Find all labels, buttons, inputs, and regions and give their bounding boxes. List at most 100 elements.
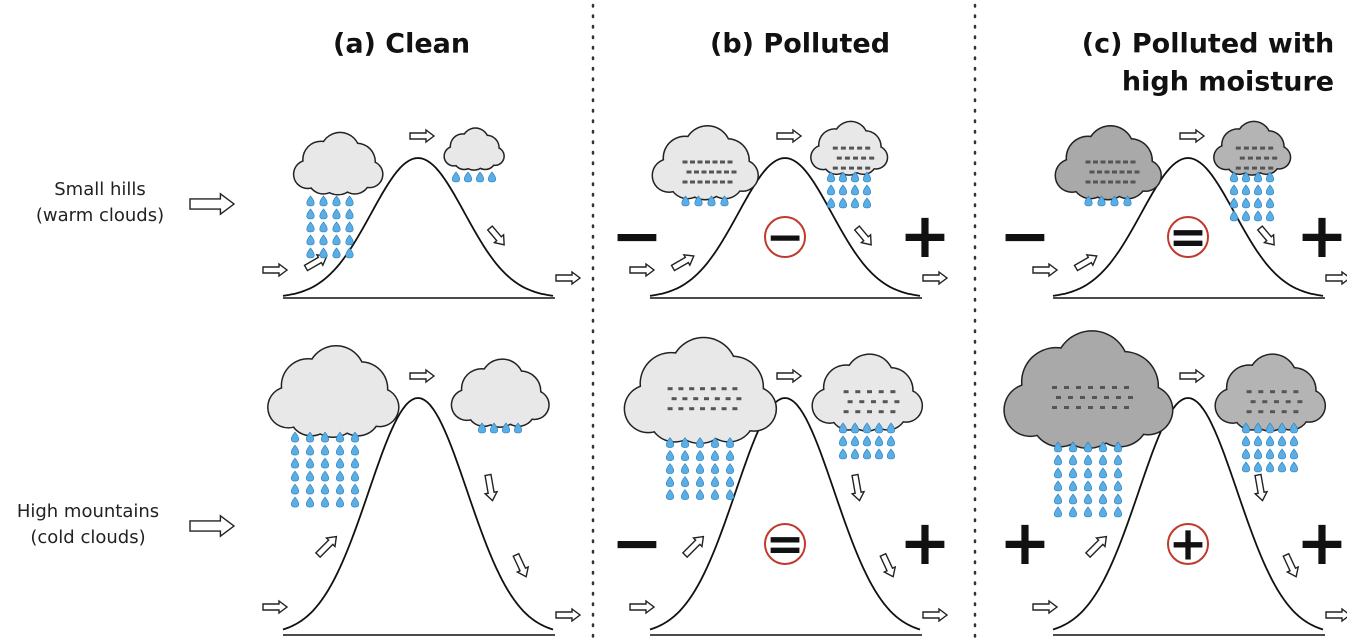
aerosol bbox=[1252, 167, 1257, 170]
cloud-body bbox=[340, 164, 369, 193]
flow-arrow bbox=[1073, 251, 1100, 273]
aerosol bbox=[1088, 386, 1093, 389]
raindrop bbox=[1242, 449, 1250, 459]
aerosol bbox=[1268, 167, 1273, 170]
net-effect-sign: = bbox=[766, 517, 805, 571]
aerosol bbox=[704, 397, 709, 400]
raindrop bbox=[452, 172, 460, 182]
cloud-body bbox=[336, 392, 379, 435]
column-title: (c) Polluted with bbox=[1082, 29, 1334, 60]
aerosol bbox=[1093, 181, 1098, 184]
raindrop bbox=[351, 471, 359, 481]
aerosol bbox=[713, 181, 718, 184]
raindrop bbox=[307, 222, 315, 232]
raindrop bbox=[476, 172, 484, 182]
raindrop bbox=[1266, 449, 1274, 459]
cloud-body bbox=[454, 149, 474, 169]
raindrop bbox=[346, 196, 354, 206]
aerosol bbox=[1286, 400, 1291, 403]
raindrop bbox=[1254, 436, 1262, 446]
aerosol bbox=[1293, 390, 1298, 393]
raindrop bbox=[1114, 468, 1122, 478]
raindrop bbox=[321, 445, 329, 455]
flow-arrow bbox=[314, 532, 341, 559]
flow-arrow bbox=[511, 552, 532, 579]
aerosol bbox=[690, 181, 695, 184]
aerosol bbox=[845, 157, 850, 160]
raindrop bbox=[1084, 468, 1092, 478]
raindrop bbox=[321, 458, 329, 468]
raindrop bbox=[1266, 436, 1274, 446]
raindrop bbox=[1069, 494, 1077, 504]
cloud-body bbox=[824, 148, 849, 173]
aerosol bbox=[1124, 406, 1129, 409]
raindrop bbox=[1266, 198, 1274, 208]
raindrop bbox=[875, 436, 883, 446]
column-title: high moisture bbox=[1122, 67, 1334, 98]
raindrop bbox=[320, 196, 328, 206]
raindrop bbox=[336, 497, 344, 507]
effect-sign: + bbox=[1296, 199, 1347, 272]
aerosol bbox=[1120, 171, 1125, 174]
flow-arrow bbox=[1326, 609, 1347, 621]
aerosol bbox=[879, 390, 884, 393]
aerosol bbox=[726, 397, 731, 400]
aerosol bbox=[1247, 410, 1252, 413]
flow-arrow bbox=[1084, 532, 1111, 559]
flow-arrow bbox=[263, 264, 287, 276]
raindrop bbox=[1266, 462, 1274, 472]
raindrop bbox=[726, 464, 734, 474]
raindrop bbox=[1290, 462, 1298, 472]
aerosol bbox=[1293, 410, 1298, 413]
raindrop bbox=[291, 471, 299, 481]
flow-arrow bbox=[263, 601, 287, 613]
aerosol bbox=[1112, 386, 1117, 389]
raindrop bbox=[1084, 455, 1092, 465]
aerosol bbox=[1258, 390, 1263, 393]
column-title: (a) Clean bbox=[333, 29, 470, 60]
aerosol bbox=[879, 410, 884, 413]
flow-arrow bbox=[681, 532, 708, 559]
raindrop bbox=[320, 248, 328, 258]
raindrop bbox=[887, 436, 895, 446]
flow-arrow bbox=[556, 272, 580, 284]
aerosol bbox=[722, 407, 727, 410]
aerosol bbox=[861, 157, 866, 160]
aerosol bbox=[1236, 147, 1241, 150]
cloud-body bbox=[290, 392, 333, 435]
aerosol bbox=[711, 407, 716, 410]
cloud-body bbox=[502, 393, 534, 425]
aerosol bbox=[1236, 167, 1241, 170]
cloud-body bbox=[870, 393, 906, 429]
flow-arrow bbox=[849, 474, 865, 502]
aerosol bbox=[857, 147, 862, 150]
aerosol bbox=[841, 147, 846, 150]
row-label: (cold clouds) bbox=[30, 527, 145, 548]
aerosol bbox=[668, 387, 673, 390]
effect-sign: + bbox=[1296, 506, 1347, 579]
diagram: (a) Clean(b) Polluted(c) Polluted withhi… bbox=[0, 0, 1347, 644]
aerosol bbox=[890, 410, 895, 413]
raindrop bbox=[1114, 507, 1122, 517]
aerosol bbox=[855, 390, 860, 393]
aerosol bbox=[715, 397, 720, 400]
raindrop bbox=[320, 222, 328, 232]
raindrop bbox=[306, 497, 314, 507]
aerosol bbox=[682, 397, 687, 400]
raindrop bbox=[488, 172, 496, 182]
raindrop bbox=[681, 464, 689, 474]
raindrop bbox=[839, 449, 847, 459]
effect-sign: − bbox=[999, 199, 1051, 272]
aerosol bbox=[713, 161, 718, 164]
raindrop bbox=[1054, 507, 1062, 517]
aerosol bbox=[869, 157, 874, 160]
raindrop bbox=[1254, 198, 1262, 208]
raindrop bbox=[666, 490, 674, 500]
aerosol bbox=[1282, 410, 1287, 413]
aerosol bbox=[1131, 161, 1136, 164]
aerosol bbox=[1064, 386, 1069, 389]
aerosol bbox=[1092, 396, 1097, 399]
raindrop bbox=[1242, 185, 1250, 195]
aerosol bbox=[690, 161, 695, 164]
aerosol bbox=[848, 400, 853, 403]
